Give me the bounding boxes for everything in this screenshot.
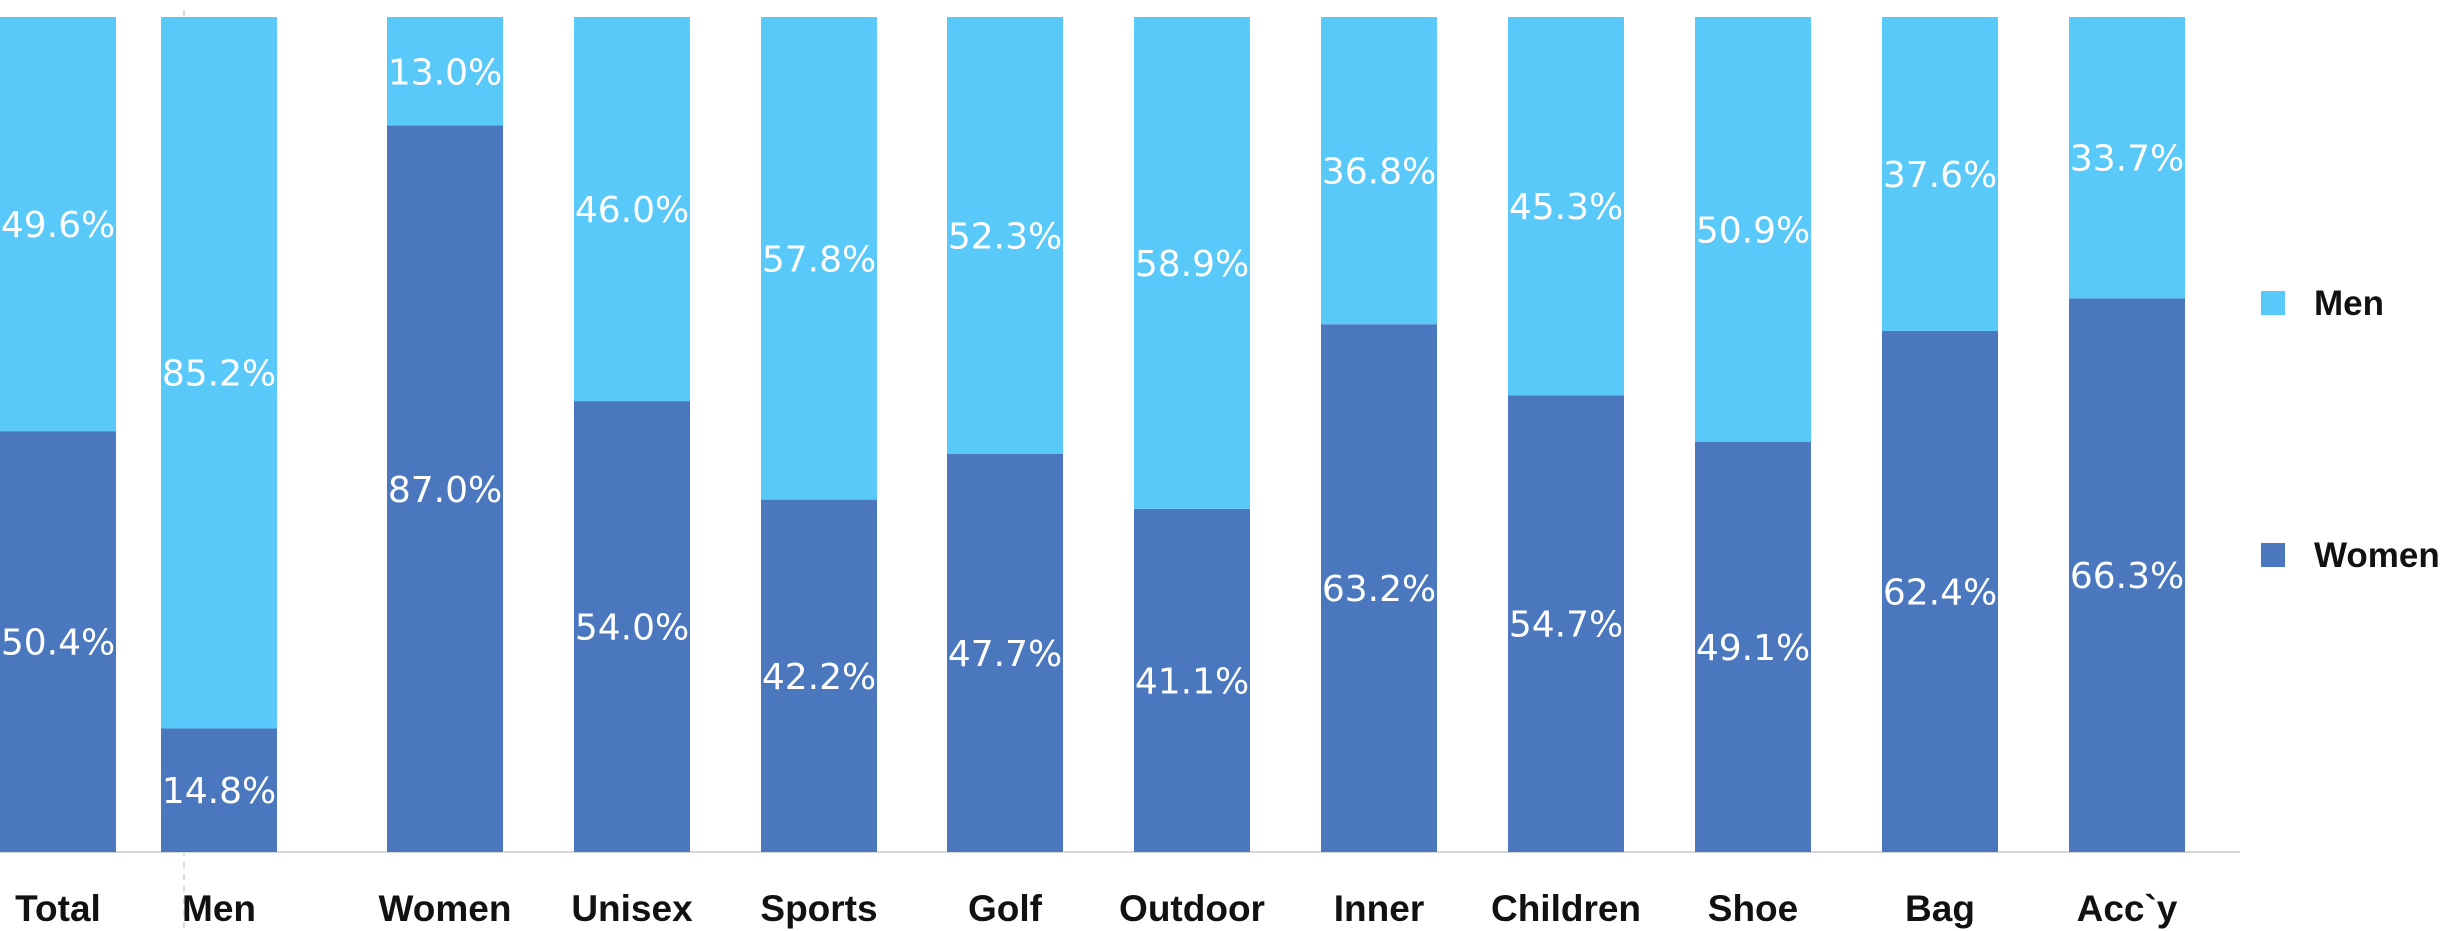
category-label-acc-y: Acc`y xyxy=(2077,888,2178,929)
category-label-golf: Golf xyxy=(968,888,1043,929)
value-label-women-shoe: 49.1% xyxy=(1696,628,1810,669)
value-label-men-bag: 37.6% xyxy=(1883,155,1997,196)
value-label-women-sports: 42.2% xyxy=(762,657,876,698)
category-label-total: Total xyxy=(15,888,101,929)
bar-women-shoe xyxy=(1695,442,1811,852)
value-label-women-outdoor: 41.1% xyxy=(1135,661,1249,702)
bar-men-men xyxy=(161,17,277,729)
bar-men-shoe xyxy=(1695,17,1811,443)
bar-women-unisex xyxy=(574,401,690,852)
value-label-women-bag: 62.4% xyxy=(1883,572,1997,613)
category-label-shoe: Shoe xyxy=(1708,888,1798,929)
category-label-sports: Sports xyxy=(760,888,877,929)
value-label-women-men: 14.8% xyxy=(162,771,276,812)
legend-label-women: Women xyxy=(2314,536,2440,575)
legend-label-men: Men xyxy=(2314,284,2384,323)
value-label-women-total: 50.4% xyxy=(1,623,115,664)
bar-women-sports xyxy=(761,499,877,852)
bars-group xyxy=(0,17,2185,853)
value-label-men-acc-y: 33.7% xyxy=(2070,139,2184,180)
value-label-women-inner: 63.2% xyxy=(1322,569,1436,610)
value-label-men-children: 45.3% xyxy=(1509,187,1623,228)
bar-men-bag xyxy=(1882,17,1998,331)
value-label-women-women: 87.0% xyxy=(388,470,502,511)
bar-women-golf xyxy=(947,453,1063,852)
bar-men-inner xyxy=(1321,17,1437,325)
bar-men-outdoor xyxy=(1134,17,1250,509)
value-label-women-golf: 47.7% xyxy=(948,634,1062,675)
category-labels-group: Total Men Women Unisex Sports Golf Outdoor Inne… xyxy=(15,888,2178,929)
category-label-men: Men xyxy=(182,888,256,929)
bar-women-total xyxy=(0,431,116,852)
bar-men-women xyxy=(387,17,503,126)
legend-swatch-men xyxy=(2261,291,2285,315)
value-label-men-sports: 57.8% xyxy=(762,239,876,280)
bar-men-total xyxy=(0,17,116,432)
value-label-women-children: 54.7% xyxy=(1509,605,1623,646)
value-label-men-women: 13.0% xyxy=(388,52,502,93)
bar-women-men xyxy=(161,728,277,852)
category-label-unisex: Unisex xyxy=(571,888,693,929)
bar-women-outdoor xyxy=(1134,508,1250,852)
bar-men-acc-y xyxy=(2069,17,2185,299)
bar-women-inner xyxy=(1321,324,1437,852)
value-label-men-unisex: 46.0% xyxy=(575,190,689,231)
value-label-women-acc-y: 66.3% xyxy=(2070,556,2184,597)
category-label-outdoor: Outdoor xyxy=(1119,888,1265,929)
legend-swatch-women xyxy=(2261,543,2285,567)
bar-men-golf xyxy=(947,17,1063,454)
bar-men-children xyxy=(1508,17,1624,396)
bar-women-acc-y xyxy=(2069,298,2185,852)
category-label-women: Women xyxy=(379,888,512,929)
legend: Men Women xyxy=(2261,284,2440,575)
value-label-men-men: 85.2% xyxy=(162,354,276,395)
category-label-children: Children xyxy=(1491,888,1641,929)
value-label-men-outdoor: 58.9% xyxy=(1135,244,1249,285)
value-label-men-inner: 36.8% xyxy=(1322,152,1436,193)
value-label-men-shoe: 50.9% xyxy=(1696,211,1810,252)
value-labels-group: 50.4% 49.6% 14.8% 85.2% 87.0% 13.0% 54.0% 46.0%… xyxy=(1,52,2184,812)
bar-women-bag xyxy=(1882,330,1998,853)
category-label-bag: Bag xyxy=(1905,888,1975,929)
bar-men-sports xyxy=(761,17,877,500)
bar-men-unisex xyxy=(574,17,690,402)
value-label-men-golf: 52.3% xyxy=(948,216,1062,257)
category-label-inner: Inner xyxy=(1334,888,1424,929)
bar-women-women xyxy=(387,125,503,853)
bar-women-children xyxy=(1508,395,1624,852)
value-label-women-unisex: 54.0% xyxy=(575,608,689,649)
value-label-men-total: 49.6% xyxy=(1,205,115,246)
